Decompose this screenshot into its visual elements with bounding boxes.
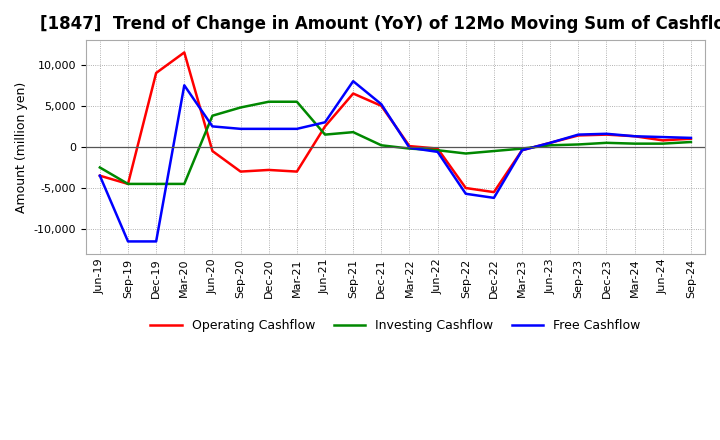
Free Cashflow xyxy=(687,135,696,140)
Free Cashflow xyxy=(659,135,667,140)
Operating Cashflow xyxy=(630,134,639,139)
Investing Cashflow xyxy=(96,165,104,170)
Operating Cashflow xyxy=(687,136,696,141)
Line: Operating Cashflow: Operating Cashflow xyxy=(100,52,691,192)
Investing Cashflow xyxy=(630,141,639,146)
Free Cashflow xyxy=(377,102,386,107)
Investing Cashflow xyxy=(180,181,189,187)
Free Cashflow xyxy=(546,140,554,146)
Free Cashflow xyxy=(292,126,301,132)
Investing Cashflow xyxy=(124,181,132,187)
Investing Cashflow xyxy=(546,143,554,148)
Investing Cashflow xyxy=(574,142,582,147)
Investing Cashflow xyxy=(405,146,414,151)
Operating Cashflow xyxy=(377,103,386,109)
Investing Cashflow xyxy=(518,146,526,151)
Operating Cashflow xyxy=(292,169,301,174)
Investing Cashflow xyxy=(349,129,358,135)
Free Cashflow xyxy=(490,195,498,201)
Operating Cashflow xyxy=(264,167,273,172)
Operating Cashflow xyxy=(518,147,526,153)
Operating Cashflow xyxy=(208,148,217,154)
Operating Cashflow xyxy=(405,143,414,149)
Free Cashflow xyxy=(433,149,442,154)
Investing Cashflow xyxy=(236,105,245,110)
Operating Cashflow xyxy=(96,173,104,178)
Free Cashflow xyxy=(349,79,358,84)
Investing Cashflow xyxy=(292,99,301,104)
Investing Cashflow xyxy=(208,113,217,118)
Operating Cashflow xyxy=(152,70,161,76)
Operating Cashflow xyxy=(320,124,329,129)
Free Cashflow xyxy=(630,134,639,139)
Investing Cashflow xyxy=(602,140,611,146)
Operating Cashflow xyxy=(659,138,667,143)
Investing Cashflow xyxy=(659,141,667,146)
Free Cashflow xyxy=(180,83,189,88)
Free Cashflow xyxy=(462,191,470,196)
Legend: Operating Cashflow, Investing Cashflow, Free Cashflow: Operating Cashflow, Investing Cashflow, … xyxy=(145,314,645,337)
Free Cashflow xyxy=(208,124,217,129)
Investing Cashflow xyxy=(377,143,386,148)
Investing Cashflow xyxy=(490,148,498,154)
Operating Cashflow xyxy=(462,185,470,191)
Operating Cashflow xyxy=(546,140,554,146)
Free Cashflow xyxy=(236,126,245,132)
Title: [1847]  Trend of Change in Amount (YoY) of 12Mo Moving Sum of Cashflows: [1847] Trend of Change in Amount (YoY) o… xyxy=(40,15,720,33)
Free Cashflow xyxy=(518,147,526,153)
Investing Cashflow xyxy=(433,147,442,153)
Investing Cashflow xyxy=(152,181,161,187)
Line: Free Cashflow: Free Cashflow xyxy=(100,81,691,242)
Operating Cashflow xyxy=(124,181,132,187)
Investing Cashflow xyxy=(462,151,470,156)
Investing Cashflow xyxy=(264,99,273,104)
Operating Cashflow xyxy=(574,133,582,138)
Free Cashflow xyxy=(124,239,132,244)
Free Cashflow xyxy=(152,239,161,244)
Operating Cashflow xyxy=(236,169,245,174)
Operating Cashflow xyxy=(602,132,611,137)
Operating Cashflow xyxy=(180,50,189,55)
Line: Investing Cashflow: Investing Cashflow xyxy=(100,102,691,184)
Free Cashflow xyxy=(264,126,273,132)
Operating Cashflow xyxy=(490,190,498,195)
Free Cashflow xyxy=(602,131,611,136)
Operating Cashflow xyxy=(433,146,442,151)
Free Cashflow xyxy=(405,145,414,150)
Free Cashflow xyxy=(320,120,329,125)
Investing Cashflow xyxy=(687,139,696,145)
Free Cashflow xyxy=(96,173,104,178)
Operating Cashflow xyxy=(349,91,358,96)
Y-axis label: Amount (million yen): Amount (million yen) xyxy=(15,81,28,213)
Free Cashflow xyxy=(574,132,582,137)
Investing Cashflow xyxy=(320,132,329,137)
